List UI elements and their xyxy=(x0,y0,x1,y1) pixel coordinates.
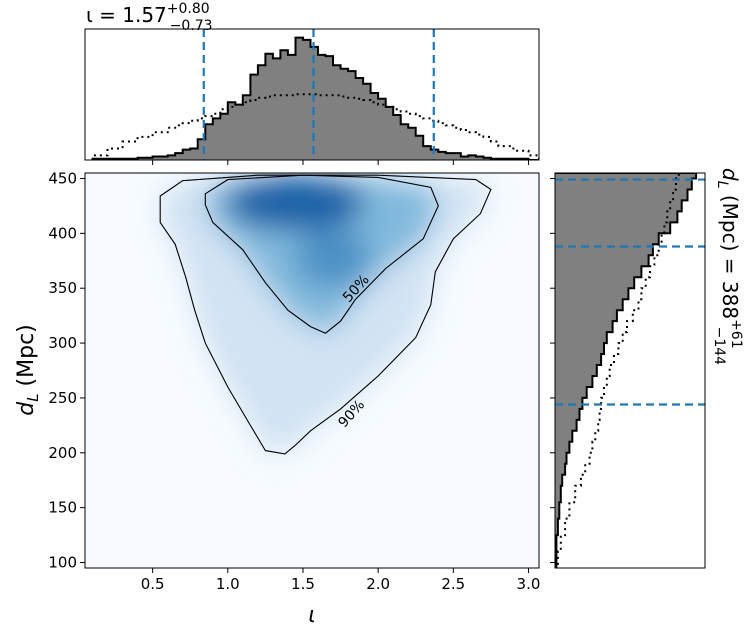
credible-contours xyxy=(159,174,492,455)
x-tick-label: 0.5 xyxy=(141,575,165,593)
y-tick-label: 300 xyxy=(48,334,77,352)
contour-90 xyxy=(159,174,492,455)
y-tick-label: 250 xyxy=(48,389,77,407)
density-peak xyxy=(225,174,366,231)
x-tick-label: 1.0 xyxy=(216,575,240,593)
y-marginal-label: dL (Mpc) = 388+61−144 xyxy=(711,168,744,365)
y-marginal-ticks xyxy=(550,177,555,564)
x-tick-label: 2.5 xyxy=(441,575,465,593)
x-tick-label: 2.0 xyxy=(366,575,390,593)
y-tick-label: 450 xyxy=(48,169,77,187)
y-tick-label: 200 xyxy=(48,444,77,462)
y-marginal-panel: dL (Mpc) = 388+61−144 xyxy=(550,168,744,569)
x-marginal-ticks xyxy=(152,160,529,165)
contour-50 xyxy=(204,174,439,334)
y-tick-label: 150 xyxy=(48,499,77,517)
y-posterior-step xyxy=(555,173,698,568)
x-marginal-title: ι = 1.57+0.80 −0.73 xyxy=(86,1,213,34)
y-marginal-frame xyxy=(554,172,706,569)
x-marginal-histogram xyxy=(91,29,539,160)
x-tick-label: 3.0 xyxy=(517,575,541,593)
y-tick-label: 350 xyxy=(48,279,77,297)
y-marginal-histogram xyxy=(555,173,705,568)
joint-frame xyxy=(84,172,540,569)
joint-x-ticks: 0.5 1.0 1.5 2.0 2.5 3.0 xyxy=(141,568,541,593)
x-prior-step xyxy=(91,93,539,160)
y-axis-label: dL (Mpc) xyxy=(14,324,42,416)
x-posterior-step xyxy=(91,36,539,160)
density-lobe xyxy=(295,227,372,288)
y-posterior-fill xyxy=(555,173,697,568)
x-marginal-frame xyxy=(84,28,540,161)
x-tick-label: 1.5 xyxy=(291,575,315,593)
density-heatmap xyxy=(160,174,491,454)
x-marginal-panel: ι = 1.57+0.80 −0.73 xyxy=(84,1,540,165)
x-axis-label: ι xyxy=(308,603,315,628)
y-tick-label: 400 xyxy=(48,224,77,242)
joint-panel: 50%90% 0.5 1.0 1.5 2.0 2.5 3.0 10015020025030… xyxy=(14,169,540,628)
x-posterior-fill xyxy=(92,37,539,160)
joint-y-ticks: 100 150 200 250 300 350 400 450 xyxy=(48,169,85,572)
y-tick-label: 100 xyxy=(48,554,77,572)
